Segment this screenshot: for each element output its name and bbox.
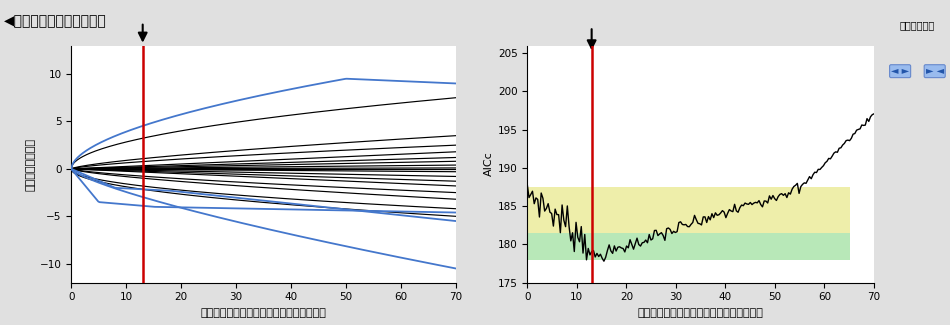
Text: ◀パラメータ推定値の経路: ◀パラメータ推定値の経路: [5, 14, 107, 29]
Text: ► ◄: ► ◄: [925, 66, 943, 76]
Bar: [527, 187, 849, 233]
X-axis label: 尺度化したパラメータ推定値の絶対値の和: 尺度化したパラメータ推定値の絶対値の和: [200, 308, 327, 318]
X-axis label: 尺度化したパラメータ推定値の絶対値の和: 尺度化したパラメータ推定値の絶対値の和: [637, 308, 764, 318]
Text: 解を元に戻す: 解を元に戻す: [899, 21, 935, 31]
Text: ◄ ►: ◄ ►: [891, 66, 909, 76]
Y-axis label: パラメータ推定値: パラメータ推定値: [26, 137, 35, 191]
Bar: [527, 233, 849, 260]
Y-axis label: AICc: AICc: [484, 152, 493, 176]
